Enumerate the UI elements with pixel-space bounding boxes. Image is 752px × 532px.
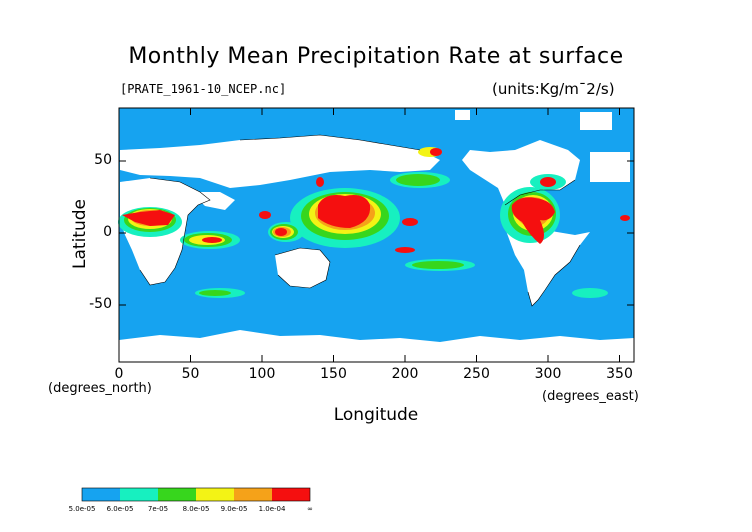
xtick-label: 150 — [320, 366, 347, 382]
colorbar-swatch — [272, 488, 310, 501]
ytick-label: -50 — [89, 296, 112, 312]
colorbar-swatch — [234, 488, 272, 501]
units-label: (units:Kg/m¯2/s) — [492, 80, 615, 98]
xtick-label: 100 — [248, 366, 276, 382]
colorbar-swatch — [82, 488, 120, 501]
file-label: [PRATE_1961-10_NCEP.nc] — [120, 82, 287, 96]
tick-marks — [118, 108, 634, 362]
colorbar — [81, 487, 311, 502]
colorbar-label: ∞ — [307, 505, 313, 513]
colorbar-label: 1.0e-04 — [258, 505, 286, 513]
colorbar-swatch — [158, 488, 196, 501]
ytick-label: 0 — [103, 224, 112, 240]
colorbar-frame — [81, 487, 311, 502]
colorbar-label: 6.0e-05 — [106, 505, 134, 513]
colorbar-swatch — [196, 488, 234, 501]
xtick-label: 0 — [114, 366, 124, 382]
x-unit-label: (degrees_east) — [542, 389, 639, 404]
colorbar-label: 5.0e-05 — [68, 505, 96, 513]
map-title: Monthly Mean Precipitation Rate at surfa… — [128, 44, 624, 69]
y-axis-title: Latitude — [70, 199, 90, 269]
map-frame — [118, 107, 635, 363]
coastlines — [139, 134, 581, 307]
precipitation-red — [122, 148, 630, 253]
x-axis-title: Longitude — [333, 405, 419, 425]
ytick-label: 50 — [94, 152, 112, 168]
colorbar-label: 8.0e-05 — [182, 505, 210, 513]
xtick-label: 350 — [606, 366, 633, 382]
xtick-label: 50 — [181, 366, 200, 382]
colorbar-label: 9.0e-05 — [220, 505, 248, 513]
xtick-label: 200 — [391, 366, 419, 382]
y-unit-label: (degrees_north) — [48, 381, 152, 396]
missing-data-areas — [119, 110, 634, 362]
colorbar-label: 7e-05 — [147, 505, 169, 513]
xtick-label: 250 — [463, 366, 490, 382]
colorbar-swatch — [120, 488, 158, 501]
xtick-label: 300 — [534, 366, 562, 382]
